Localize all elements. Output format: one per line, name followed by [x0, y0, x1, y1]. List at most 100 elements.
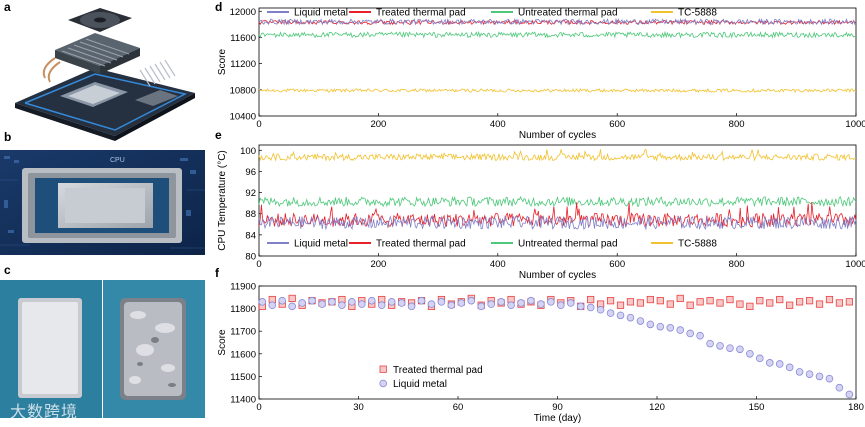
x-tick-label-f: 30 [353, 402, 364, 413]
legend-label-f-1: Liquid metal [393, 379, 447, 390]
liquid-metal-point [586, 303, 595, 312]
liquid-metal-point [397, 299, 406, 307]
y-tick-label-d: 11600 [230, 33, 256, 44]
y-axis-label-e: CPU Temperature (°C) [217, 150, 228, 251]
treated-pad-point [796, 298, 804, 306]
treated-pad-point [616, 301, 625, 309]
liquid-metal-point [308, 296, 316, 305]
x-tick-label-f: 120 [649, 402, 665, 413]
legend-label-e-0: Liquid metal [294, 239, 348, 250]
legend-label-d-2: Untreated thermal pad [518, 8, 618, 19]
x-tick-label-e: 1000 [845, 259, 865, 270]
liquid-metal-point [746, 349, 754, 358]
liquid-metal-point [785, 363, 794, 372]
x-tick-label-f: 180 [848, 402, 864, 413]
liquid-metal-point [278, 296, 287, 305]
liquid-metal-point [626, 313, 635, 322]
treated-pad-point [786, 301, 794, 309]
y-tick-label-f: 11600 [230, 349, 256, 360]
legend-label-d-1: Treated thermal pad [376, 8, 466, 19]
liquid-metal-point [298, 299, 306, 307]
x-tick-label-f: 0 [256, 402, 261, 413]
liquid-metal-point [437, 298, 446, 306]
liquid-metal-point [547, 298, 555, 306]
treated-pad-point [606, 297, 615, 305]
liquid-metal-point [427, 300, 436, 308]
liquid-metal-point [338, 301, 346, 310]
liquid-metal-point [835, 383, 844, 392]
liquid-metal-point [358, 300, 366, 308]
liquid-metal-point [318, 300, 326, 308]
liquid-metal-point [507, 301, 515, 310]
y-axis-label-d: Score [217, 49, 228, 76]
liquid-metal-point [636, 317, 645, 325]
liquid-metal-point [656, 322, 665, 331]
liquid-metal-point [756, 354, 764, 363]
treated-pad-point [696, 298, 704, 306]
liquid-metal-point [676, 326, 685, 334]
y-tick-label-d: 10400 [230, 112, 256, 123]
treated-pad-point [686, 301, 694, 309]
x-tick-label-f: 150 [749, 402, 765, 413]
plot-frame-e [258, 144, 857, 257]
photo-c-thermal-pads [0, 280, 205, 418]
liquid-metal-point [517, 299, 525, 307]
y-tick-label-f: 11400 [230, 395, 256, 406]
liquid-metal-point [288, 302, 296, 311]
treated-pad-point [845, 298, 853, 306]
y-tick-label-e: 92 [245, 188, 256, 199]
x-tick-label-d: 400 [490, 119, 506, 130]
x-tick-label-d: 200 [370, 119, 386, 130]
treated-pad-point [716, 299, 724, 307]
liquid-metal-point [716, 342, 724, 350]
liquid-metal-point [477, 302, 486, 311]
legend-label-e-1: Treated thermal pad [376, 239, 466, 250]
legend-label-e-2: Untreated thermal pad [518, 239, 618, 250]
y-tick-label-e: 100 [240, 146, 256, 157]
treated-pad-point [587, 295, 595, 304]
liquid-metal-point [596, 305, 605, 314]
y-tick-label-e: 96 [245, 167, 256, 178]
treated-pad-point [736, 300, 744, 308]
liquid-metal-point [566, 299, 575, 307]
x-tick-label-e: 0 [256, 259, 261, 270]
series-line-d-3 [258, 87, 857, 94]
photo-a-heatsink-render [0, 8, 205, 143]
panel-letter-d: d [215, 0, 223, 14]
treated-pad-point [656, 297, 664, 305]
y-tick-label-f: 11700 [230, 327, 256, 338]
x-tick-label-e: 800 [729, 259, 745, 270]
liquid-metal-point [805, 370, 814, 378]
liquid-metal-point [377, 301, 386, 310]
liquid-metal-point [367, 296, 376, 305]
liquid-metal-point [795, 368, 804, 376]
y-tick-label-f: 11900 [230, 282, 256, 293]
liquid-metal-point [686, 329, 694, 338]
liquid-metal-point [407, 302, 416, 311]
x-tick-label-d: 1000 [845, 119, 865, 130]
liquid-metal-point [616, 311, 625, 320]
liquid-metal-point [487, 300, 495, 308]
y-tick-label-d: 11200 [230, 59, 256, 70]
series-line-d-0 [258, 17, 857, 26]
y-tick-label-f: 11800 [230, 304, 256, 315]
treated-pad-point [746, 302, 754, 310]
treated-pad-point [825, 295, 834, 304]
series-line-e-3 [258, 148, 857, 162]
liquid-metal-point [258, 298, 267, 306]
panel-letter-b: b [4, 130, 12, 144]
legend-label-e-3: TC-5888 [678, 239, 717, 250]
panel-letter-f: f [215, 266, 219, 280]
x-tick-label-d: 600 [609, 119, 625, 130]
treated-pad-point [626, 298, 635, 306]
liquid-metal-point [765, 359, 774, 367]
y-tick-label-e: 80 [245, 252, 256, 263]
series-line-d-2 [258, 30, 857, 39]
x-axis-label-e: Number of cycles [519, 270, 596, 281]
liquid-metal-point [606, 309, 615, 317]
treated-pad-point [726, 295, 734, 304]
x-tick-label-d: 0 [256, 119, 261, 130]
x-axis-label-f: Time (day) [534, 413, 581, 424]
treated-pad-point [636, 299, 645, 307]
x-tick-label-e: 200 [370, 259, 386, 270]
